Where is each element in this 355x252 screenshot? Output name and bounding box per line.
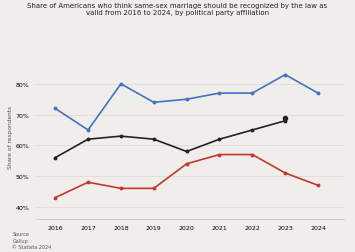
Y-axis label: Share of respondents: Share of respondents	[7, 106, 12, 169]
Text: Source
Gallup
© Statista 2024: Source Gallup © Statista 2024	[12, 231, 52, 249]
Text: Share of Americans who think same-sex marriage should be recognized by the law a: Share of Americans who think same-sex ma…	[27, 3, 328, 15]
